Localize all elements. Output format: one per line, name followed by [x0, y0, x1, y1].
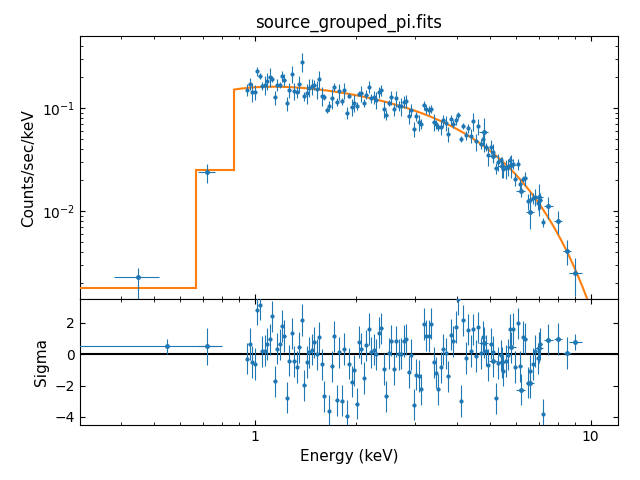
Y-axis label: Counts/sec/keV: Counts/sec/keV	[21, 109, 36, 227]
X-axis label: Energy (keV): Energy (keV)	[300, 449, 398, 464]
Title: source_grouped_pi.fits: source_grouped_pi.fits	[255, 13, 442, 32]
Y-axis label: Sigma: Sigma	[34, 338, 49, 386]
